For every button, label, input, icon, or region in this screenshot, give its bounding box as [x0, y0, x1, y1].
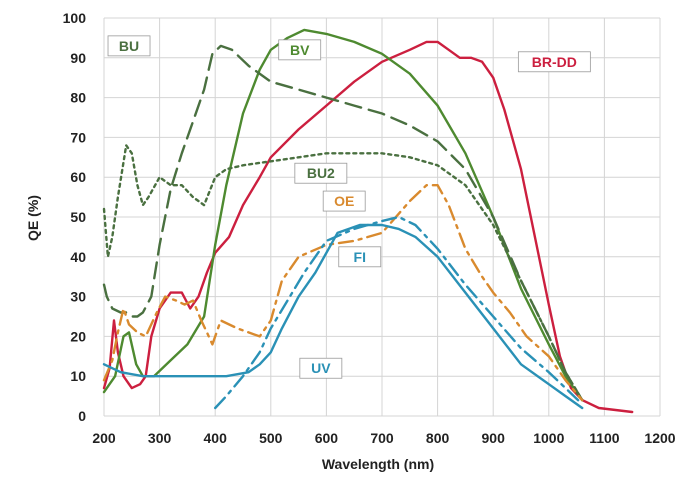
label-box	[294, 162, 348, 184]
series-lines	[102, 28, 634, 414]
label-text: FI	[354, 249, 366, 265]
y-tick-label: 60	[70, 169, 86, 185]
series-label-br-dd: BR-DD	[517, 51, 591, 73]
series-line-br-dd	[102, 40, 634, 414]
series-label-oe: OE	[322, 190, 366, 212]
y-tick-label: 40	[70, 249, 86, 265]
label-text: BU2	[307, 165, 335, 181]
series-label-bv: BV	[278, 39, 322, 61]
series-line-oe	[102, 184, 584, 402]
y-tick-label: 90	[70, 50, 86, 66]
label-box	[322, 190, 366, 212]
y-tick-label: 50	[70, 209, 86, 225]
y-tick-label: 20	[70, 328, 86, 344]
series-line-uv	[102, 223, 584, 410]
y-tick-label: 70	[70, 129, 86, 145]
label-text: BR-DD	[532, 54, 577, 70]
series-label-fi: FI	[338, 246, 382, 268]
series-label-bu2: BU2	[294, 162, 348, 184]
x-tick-label: 200	[92, 430, 116, 446]
label-text: BV	[290, 42, 310, 58]
label-box	[299, 357, 343, 379]
label-box	[278, 39, 322, 61]
series-line-fi	[214, 215, 584, 410]
series-label-bu: BU	[107, 35, 151, 57]
y-tick-label: 100	[63, 10, 87, 26]
y-tick-label: 10	[70, 368, 86, 384]
x-tick-label: 800	[426, 430, 450, 446]
x-tick-label: 500	[259, 430, 283, 446]
label-text: OE	[334, 193, 354, 209]
y-tick-label: 0	[78, 408, 86, 424]
series-labels: BU BV BR-DD BU2 OE FI UV	[107, 35, 591, 379]
x-tick-label: 900	[482, 430, 506, 446]
y-tick-label: 80	[70, 90, 86, 106]
grid	[103, 17, 661, 417]
series-line-bv	[102, 28, 584, 402]
label-box	[107, 35, 151, 57]
label-text: UV	[311, 360, 331, 376]
x-tick-label: 1000	[533, 430, 564, 446]
x-tick-label: 600	[315, 430, 339, 446]
x-axis-label: Wavelength (nm)	[322, 456, 434, 472]
series-line-bu2	[102, 144, 584, 402]
x-tick-label: 300	[148, 430, 172, 446]
series-line-bu	[102, 44, 584, 402]
label-box	[517, 51, 591, 73]
axis-ticks: 0 10 20 30 40 50 60 70 80 90 100 200 300 400 500 600 700…	[63, 10, 676, 446]
x-tick-label: 700	[370, 430, 394, 446]
x-tick-label: 400	[204, 430, 228, 446]
y-tick-label: 30	[70, 289, 86, 305]
series-label-uv: UV	[299, 357, 343, 379]
x-tick-label: 1200	[644, 430, 675, 446]
y-axis-label: QE (%)	[25, 195, 41, 241]
x-tick-label: 1100	[589, 430, 620, 446]
label-box	[338, 246, 382, 268]
label-text: BU	[119, 38, 139, 54]
